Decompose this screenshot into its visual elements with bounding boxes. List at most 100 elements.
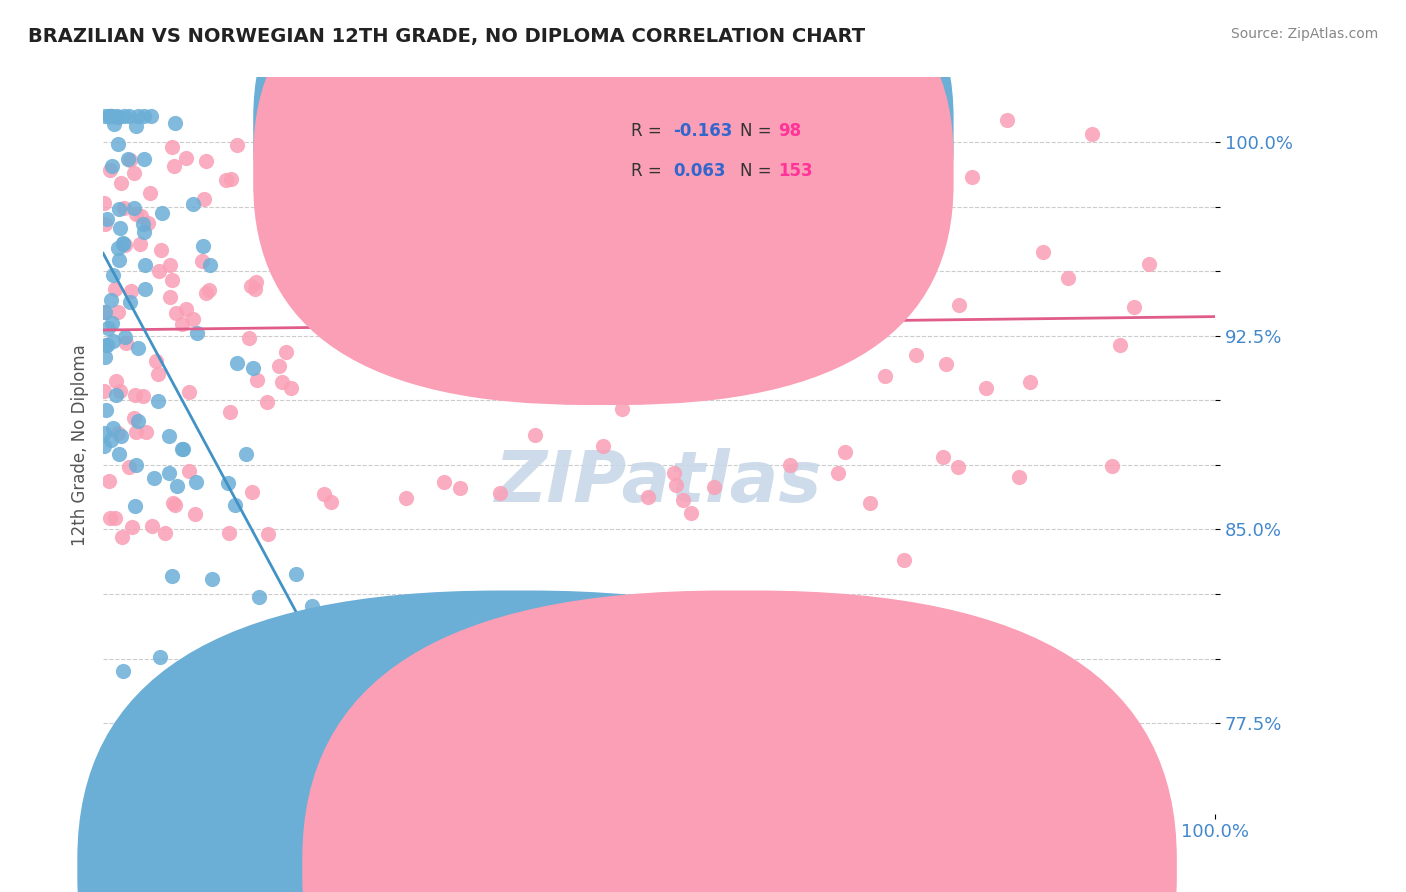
Point [247, 688, 270, 702]
Point [101, 159, 124, 173]
Point [112, 236, 135, 251]
Point [242, 361, 264, 376]
Point [749, 195, 772, 210]
Text: R =: R = [631, 162, 668, 180]
Point [108, 202, 131, 216]
Y-axis label: 12th Grade, No Diploma: 12th Grade, No Diploma [72, 344, 89, 547]
Point [716, 113, 738, 128]
Point [226, 138, 249, 153]
Point [995, 113, 1018, 128]
Point [93, 439, 115, 453]
Point [138, 216, 160, 230]
Point [339, 750, 361, 764]
Point [333, 202, 356, 216]
Point [101, 334, 124, 348]
Point [105, 374, 128, 388]
Point [652, 148, 675, 162]
Point [224, 498, 246, 512]
Point [555, 218, 578, 232]
Point [127, 341, 149, 355]
Point [779, 458, 801, 472]
Point [827, 466, 849, 480]
Point [960, 170, 983, 185]
Point [96, 338, 118, 352]
Point [165, 722, 187, 736]
Point [536, 265, 558, 279]
Point [418, 806, 440, 821]
Text: ZIPatlas: ZIPatlas [495, 448, 823, 516]
Point [1101, 459, 1123, 474]
Point [148, 263, 170, 277]
Point [97, 321, 120, 335]
Point [905, 348, 928, 362]
Point [703, 480, 725, 494]
Point [112, 109, 135, 123]
Point [475, 806, 498, 821]
Point [274, 345, 297, 359]
Point [388, 128, 411, 142]
Text: 0.063: 0.063 [673, 162, 725, 180]
Point [240, 279, 263, 293]
Point [111, 530, 134, 544]
Point [112, 201, 135, 215]
Point [159, 258, 181, 272]
Point [1122, 300, 1144, 314]
Point [219, 172, 242, 186]
Point [834, 445, 856, 459]
Point [665, 478, 688, 492]
Point [94, 338, 117, 352]
Point [174, 302, 197, 317]
Point [107, 426, 129, 441]
Text: Brazilians: Brazilians [537, 859, 617, 877]
Point [124, 388, 146, 402]
Point [110, 177, 132, 191]
Point [319, 495, 342, 509]
Point [314, 487, 336, 501]
Point [108, 221, 131, 235]
Point [132, 225, 155, 239]
Point [1032, 244, 1054, 259]
Point [146, 368, 169, 382]
Point [524, 428, 547, 442]
Point [218, 526, 240, 541]
Point [640, 333, 662, 347]
Point [287, 647, 309, 661]
Point [132, 152, 155, 166]
Point [637, 490, 659, 504]
Point [681, 506, 703, 520]
Point [93, 196, 115, 211]
Point [1108, 338, 1130, 352]
Point [107, 241, 129, 255]
Text: N =: N = [740, 122, 778, 140]
Point [94, 217, 117, 231]
Point [872, 278, 894, 293]
Point [94, 305, 117, 319]
Point [120, 284, 142, 298]
Point [672, 493, 695, 508]
Point [284, 567, 307, 582]
Point [215, 173, 238, 187]
Point [200, 572, 222, 586]
Point [932, 450, 955, 464]
Point [101, 268, 124, 283]
Point [100, 433, 122, 447]
Point [828, 233, 851, 247]
Point [132, 217, 155, 231]
Point [108, 384, 131, 399]
Point [122, 201, 145, 215]
Point [974, 381, 997, 395]
Point [765, 309, 787, 323]
Point [157, 429, 180, 443]
Point [122, 166, 145, 180]
Point [162, 160, 184, 174]
Point [155, 526, 177, 541]
Point [257, 526, 280, 541]
Point [1056, 270, 1078, 285]
Point [741, 126, 763, 140]
Point [353, 248, 375, 262]
Point [472, 141, 495, 155]
Point [319, 226, 342, 240]
Point [395, 491, 418, 505]
Point [267, 359, 290, 374]
Point [337, 806, 360, 821]
